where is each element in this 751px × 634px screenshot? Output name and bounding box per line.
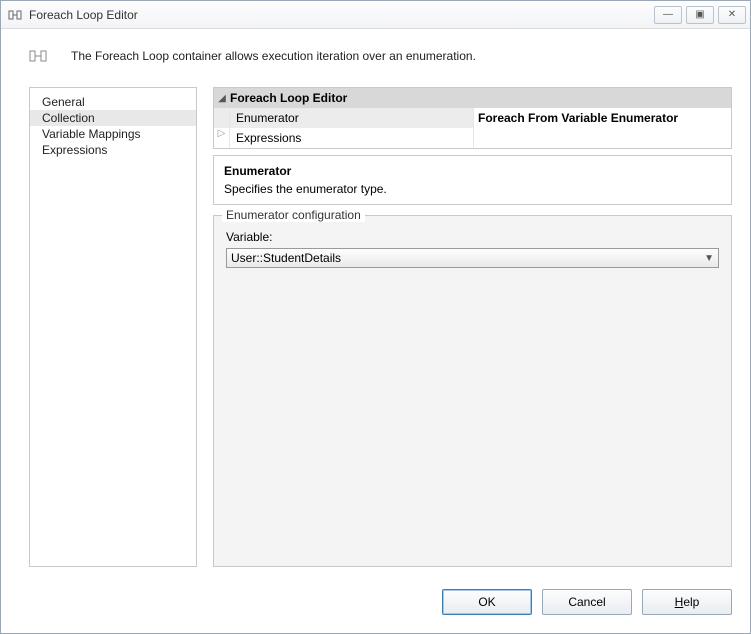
variable-value: User::StudentDetails <box>231 251 341 265</box>
property-value[interactable] <box>474 128 731 148</box>
cancel-button[interactable]: Cancel <box>542 589 632 615</box>
maximize-button[interactable]: ▣ <box>686 6 714 24</box>
content-area: General Collection Variable Mappings Exp… <box>1 75 750 579</box>
titlebar: Foreach Loop Editor — ▣ ✕ <box>1 1 750 29</box>
main-panel: ◢ Foreach Loop Editor Enumerator Foreach… <box>213 87 732 567</box>
loop-icon <box>29 47 47 65</box>
help-button[interactable]: Help <box>642 589 732 615</box>
help-title: Enumerator <box>224 164 721 178</box>
property-name: Enumerator <box>230 108 474 128</box>
window-title: Foreach Loop Editor <box>29 8 654 22</box>
property-row-enumerator[interactable]: Enumerator Foreach From Variable Enumera… <box>214 108 731 128</box>
window-buttons: — ▣ ✕ <box>654 6 746 24</box>
config-legend: Enumerator configuration <box>222 208 365 222</box>
help-description: Specifies the enumerator type. <box>224 182 721 196</box>
close-button[interactable]: ✕ <box>718 6 746 24</box>
collapse-icon: ◢ <box>214 93 230 104</box>
row-indent-icon <box>214 108 230 128</box>
property-value[interactable]: Foreach From Variable Enumerator <box>474 108 731 128</box>
sidebar-item-general[interactable]: General <box>30 94 196 110</box>
property-grid-section-label: Foreach Loop Editor <box>230 91 347 105</box>
property-name: Expressions <box>230 128 474 148</box>
app-icon <box>7 7 23 23</box>
ok-button[interactable]: OK <box>442 589 532 615</box>
description-row: The Foreach Loop container allows execut… <box>1 29 750 75</box>
sidebar-item-collection[interactable]: Collection <box>30 110 196 126</box>
property-row-expressions[interactable]: ▷ Expressions <box>214 128 731 148</box>
sidebar-item-expressions[interactable]: Expressions <box>30 142 196 158</box>
description-text: The Foreach Loop container allows execut… <box>71 49 476 63</box>
dialog-footer: OK Cancel Help <box>1 579 750 633</box>
property-help-pane: Enumerator Specifies the enumerator type… <box>213 155 732 205</box>
property-grid-header[interactable]: ◢ Foreach Loop Editor <box>214 88 731 108</box>
sidebar: General Collection Variable Mappings Exp… <box>29 87 197 567</box>
dialog-window: Foreach Loop Editor — ▣ ✕ The Foreach Lo… <box>0 0 751 634</box>
enumerator-config-group: Enumerator configuration Variable: User:… <box>213 215 732 567</box>
variable-combobox[interactable]: User::StudentDetails ▼ <box>226 248 719 268</box>
sidebar-item-variable-mappings[interactable]: Variable Mappings <box>30 126 196 142</box>
property-grid: ◢ Foreach Loop Editor Enumerator Foreach… <box>213 87 732 149</box>
variable-label: Variable: <box>226 230 719 244</box>
chevron-down-icon: ▼ <box>704 253 714 264</box>
expand-icon[interactable]: ▷ <box>214 128 230 148</box>
minimize-button[interactable]: — <box>654 6 682 24</box>
